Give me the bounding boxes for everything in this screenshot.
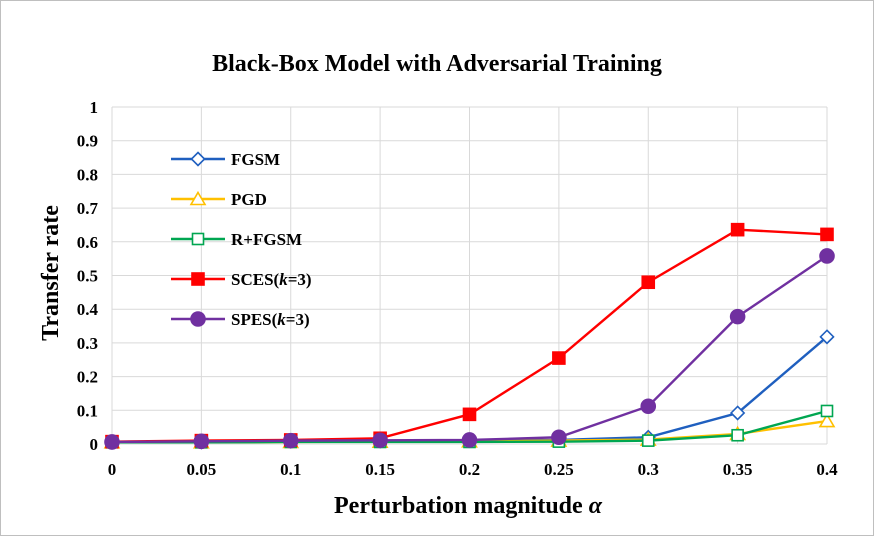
y-tick-label: 0.6: [77, 233, 98, 252]
legend-label-part: =3): [288, 270, 312, 289]
data-point: [820, 227, 834, 242]
legend-item-pgd: PGD: [171, 190, 267, 209]
y-tick-label: 0.1: [77, 401, 98, 420]
series: [103, 222, 836, 450]
data-point: [731, 428, 744, 442]
data-point: [818, 412, 836, 428]
grid-lines: [111, 106, 828, 445]
data-point: [462, 407, 477, 422]
y-tick-label: 0.3: [77, 334, 98, 353]
legend-label: SCES(k=3): [231, 270, 312, 289]
data-point: [282, 432, 299, 449]
data-point: [193, 433, 210, 450]
x-tick-label: 0.2: [459, 460, 480, 479]
data-point: [641, 434, 655, 447]
legend-label-part: SPES(: [231, 310, 278, 329]
x-tick-label: 0.1: [280, 460, 301, 479]
legend-label: PGD: [231, 190, 267, 209]
x-axis-title: Perturbation magnitude α: [334, 493, 603, 519]
x-tick-label: 0.35: [723, 460, 753, 479]
y-axis-ticks: 0 0.1 0.2 0.3 0.4 0.5 0.6 0.7 0.8 0.9 1: [77, 98, 99, 454]
y-tick-label: 0.5: [77, 267, 98, 286]
legend-marker: [190, 151, 206, 167]
data-point: [641, 275, 656, 290]
data-point: [104, 434, 120, 450]
data-point: [729, 308, 746, 325]
x-axis-title-symbol: α: [589, 493, 603, 519]
x-tick-label: 0.3: [638, 460, 659, 479]
legend-label: FGSM: [231, 150, 280, 169]
y-tick-label: 0.8: [77, 165, 98, 184]
legend-label-part: k: [277, 310, 286, 329]
y-tick-label: 0: [90, 435, 99, 454]
data-point: [729, 405, 746, 421]
x-tick-label: 0.15: [365, 460, 395, 479]
legend-item-fgsm: FGSM: [171, 150, 280, 169]
legend-marker: [191, 232, 205, 246]
data-point: [819, 248, 835, 264]
y-tick-label: 0.9: [77, 132, 98, 151]
data-point: [551, 429, 567, 446]
y-tick-label: 0.4: [77, 300, 99, 319]
legend-item-spes-k-3: SPES(k=3): [171, 310, 310, 329]
x-axis-title-text: Perturbation magnitude: [334, 493, 583, 519]
data-point: [461, 432, 478, 448]
legend-label-part: k: [279, 270, 288, 289]
y-tick-label: 0.2: [77, 368, 98, 387]
data-point: [552, 351, 566, 365]
data-point: [730, 222, 745, 237]
legend-label: R+FGSM: [231, 230, 302, 249]
data-point: [820, 404, 834, 418]
legend-label-part: =3): [286, 310, 310, 329]
y-tick-label: 1: [90, 98, 99, 117]
legend-item-sces-k-3: SCES(k=3): [171, 270, 312, 289]
legend-marker: [190, 311, 206, 327]
x-tick-label: 0.4: [816, 460, 838, 479]
data-point: [819, 329, 835, 345]
legend-label: SPES(k=3): [231, 310, 310, 329]
legend-label-part: SCES(: [231, 270, 280, 289]
legend-item-r-fgsm: R+FGSM: [171, 230, 302, 249]
legend-marker: [191, 272, 205, 286]
y-tick-label: 0.7: [77, 199, 99, 218]
data-point: [640, 398, 657, 415]
y-axis-title: Transfer rate: [38, 205, 64, 341]
x-tick-label: 0.25: [544, 460, 574, 479]
x-axis-ticks: 0 0.05 0.1 0.15 0.2 0.25 0.3 0.35 0.4: [108, 460, 838, 479]
legend-marker: [189, 190, 207, 206]
series-spes-k-3: [104, 248, 835, 450]
x-tick-label: 0: [108, 460, 117, 479]
chart-title: Black-Box Model with Adversarial Trainin…: [212, 51, 662, 77]
data-point: [372, 432, 388, 449]
x-tick-label: 0.05: [187, 460, 217, 479]
